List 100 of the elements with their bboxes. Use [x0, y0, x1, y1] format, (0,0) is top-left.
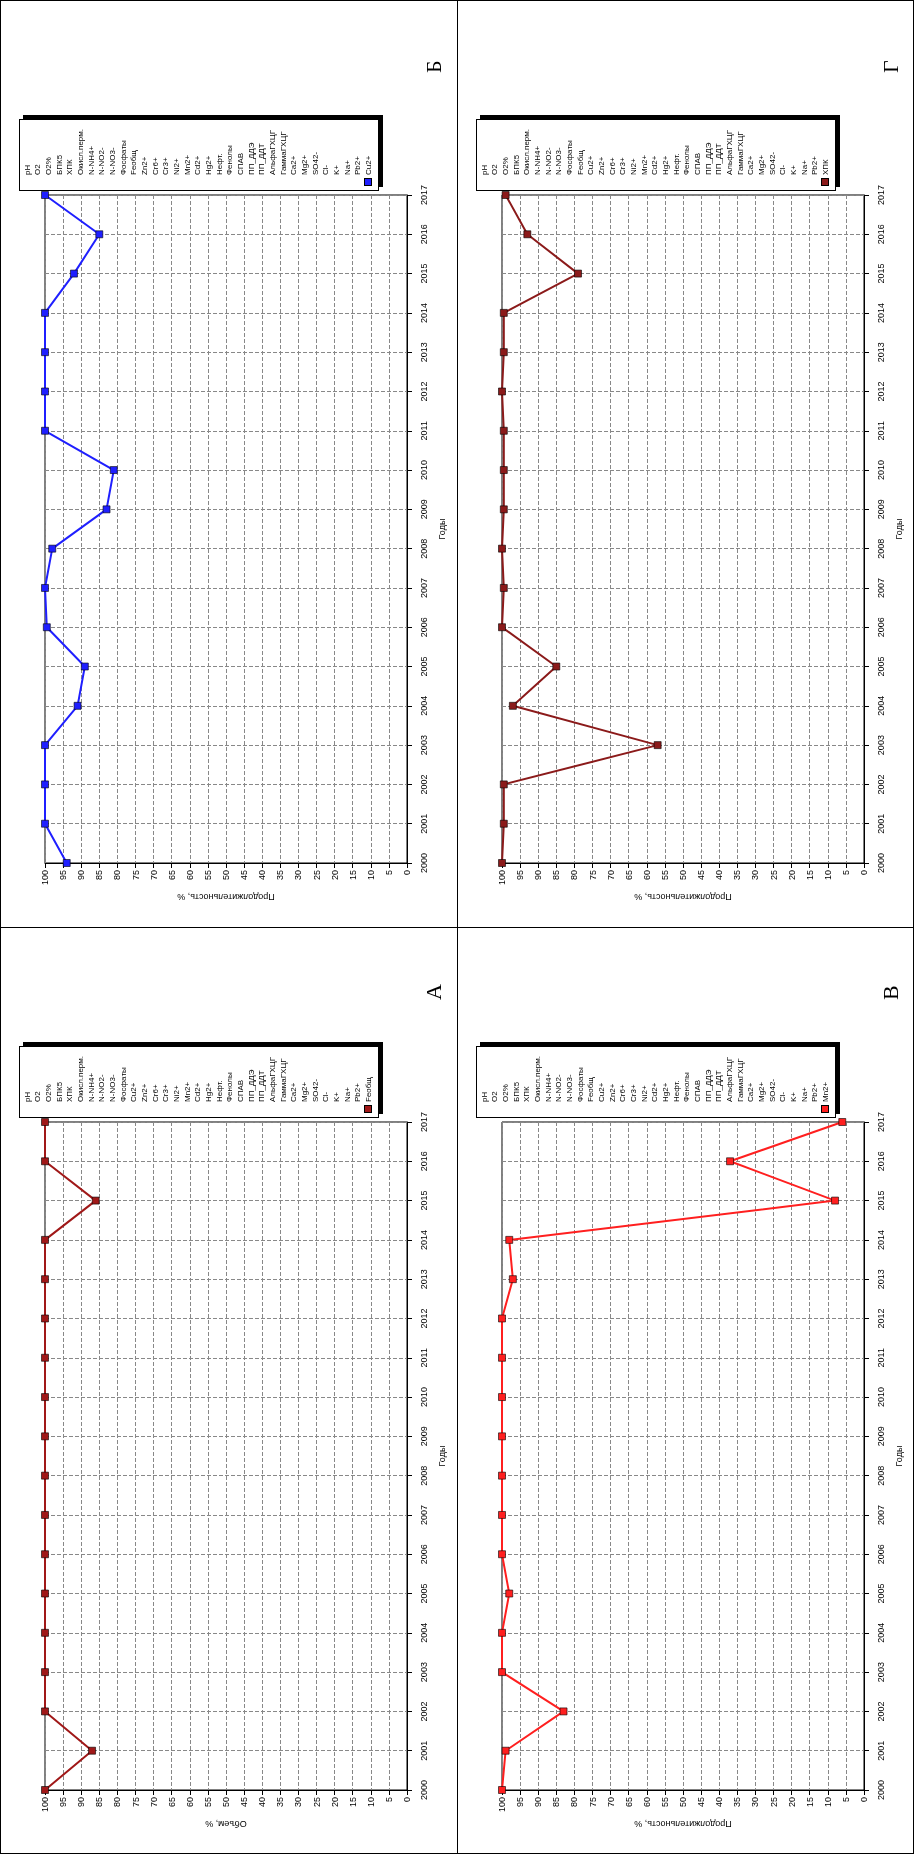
x-tick-label: 100: [40, 1797, 50, 1813]
y-tick-label: 2017: [418, 1111, 429, 1133]
text: Фенолы: [225, 1072, 235, 1102]
text: ПП_ДДЭ: [246, 1069, 256, 1102]
text: ПП_ДДТ: [257, 143, 267, 175]
text: Mg2+: [756, 1081, 766, 1102]
y-tick-label: 2014: [418, 1229, 429, 1250]
x-tick-label: 60: [641, 870, 652, 881]
x-tick-label: 100: [497, 1797, 507, 1813]
text: БПК5: [54, 154, 64, 175]
y-tick-label: 2017: [418, 184, 429, 206]
y-axis-title: Годы: [893, 518, 904, 540]
text: Cr6+: [150, 1084, 160, 1102]
text: Cu2+: [586, 155, 596, 175]
y-tick-label: 2010: [418, 1387, 429, 1408]
x-tick-label: 30: [293, 1797, 304, 1808]
y-tick-label: 2005: [418, 656, 429, 677]
x-axis-title: Продолжительность, %: [177, 892, 275, 903]
x-tick-label: 60: [184, 1797, 195, 1808]
x-tick-label: 30: [293, 870, 304, 881]
x-tick-label: 10: [365, 1797, 376, 1808]
text: O2%: [500, 1084, 510, 1102]
chart-title: А: [420, 984, 446, 1000]
text: Cr6+: [618, 1084, 628, 1102]
x-tick-label: 0: [859, 1797, 869, 1803]
y-tick-label: 2000: [418, 852, 429, 874]
text: БПК5: [511, 154, 521, 175]
x-tick-label: 75: [587, 1797, 598, 1808]
text: N-NO3-: [107, 1074, 117, 1102]
y-tick-label: 2006: [418, 617, 429, 638]
text: АльфаГХЦГ: [724, 129, 734, 175]
text: Фенолы: [225, 145, 235, 175]
y-tick-label: 2011: [875, 421, 886, 441]
text: ХПК: [65, 158, 75, 175]
chart-title: Г: [877, 60, 903, 73]
y-tick-label: 2015: [875, 1190, 886, 1211]
text: Cl-: [321, 164, 331, 175]
text: Cd2+: [193, 155, 203, 175]
text: Ca2+: [289, 155, 299, 175]
y-tick-label: 2005: [875, 656, 886, 677]
text: ПП_ДДЭ: [246, 142, 256, 175]
x-tick-label: 40: [714, 870, 725, 881]
y-tick-label: 2016: [418, 1151, 429, 1172]
x-axis-title: Продолжительность, %: [634, 892, 732, 903]
text: Cr3+: [618, 157, 628, 175]
x-tick-label: 30: [750, 1797, 761, 1808]
x-tick-label: 10: [822, 870, 833, 881]
x-tick-label: 35: [275, 1797, 286, 1808]
y-tick-label: 2003: [875, 735, 886, 756]
text: Нефт.: [671, 1080, 681, 1102]
x-tick-label: 90: [76, 1797, 87, 1808]
y-tick-label: 2004: [875, 1622, 886, 1643]
text: Pb2+: [810, 1082, 820, 1102]
text: Фосфаты: [118, 139, 128, 175]
x-tick-label: 50: [678, 1797, 688, 1808]
x-tick-label: 70: [148, 1797, 159, 1808]
text: N-NO2-: [543, 147, 553, 175]
x-tick-label: 45: [239, 870, 250, 881]
x-tick-label: 45: [239, 1797, 250, 1808]
y-tick-label: 2004: [418, 695, 429, 716]
text: Ca2+: [289, 1082, 299, 1102]
x-tick-label: 5: [840, 1797, 851, 1803]
y-tick-label: 2011: [418, 1348, 429, 1368]
text: Cd2+: [193, 1082, 203, 1102]
text: Cd2+: [650, 155, 660, 175]
text: Фенолы: [682, 145, 692, 175]
x-tick-label: 50: [221, 1797, 231, 1808]
x-tick-label: 0: [402, 870, 412, 876]
text: Na+: [799, 1086, 809, 1102]
y-tick-label: 2016: [418, 224, 429, 245]
y-tick-label: 2002: [875, 774, 886, 795]
text: Ni2+: [171, 1085, 181, 1102]
x-tick-label: 60: [184, 870, 195, 881]
text: БПК5: [54, 1081, 64, 1102]
text: O2: [33, 163, 43, 175]
text: ГаммаГХЦГ: [735, 130, 745, 175]
x-tick-label: 50: [678, 870, 688, 881]
y-tick-label: 2008: [875, 538, 886, 559]
text: N-NO3-: [554, 147, 564, 175]
x-tick-label: 35: [732, 1797, 743, 1808]
text: ГаммаГХЦГ: [278, 130, 288, 175]
x-tick-label: 0: [859, 870, 869, 876]
text: Mn2+: [639, 154, 649, 175]
text: SO42-: [767, 151, 777, 175]
x-tick-label: 10: [822, 1797, 833, 1808]
text: Mg2+: [756, 154, 766, 175]
y-axis-title: Годы: [893, 1445, 904, 1467]
text: Окисл.перм.: [75, 128, 85, 175]
text: ПП_ДДЭ: [703, 142, 713, 175]
x-tick-label: 5: [383, 1797, 394, 1803]
text: Окисл.перм.: [522, 128, 532, 175]
y-tick-label: 2013: [875, 342, 886, 363]
text: Cr6+: [607, 157, 617, 175]
x-tick-label: 95: [515, 1797, 526, 1808]
text: Na+: [342, 1086, 352, 1102]
y-tick-label: 2010: [875, 460, 886, 481]
x-tick-label: 90: [533, 870, 544, 881]
x-tick-label: 0: [402, 1797, 412, 1803]
text: pH: [479, 164, 489, 175]
text: Zn2+: [596, 156, 606, 175]
